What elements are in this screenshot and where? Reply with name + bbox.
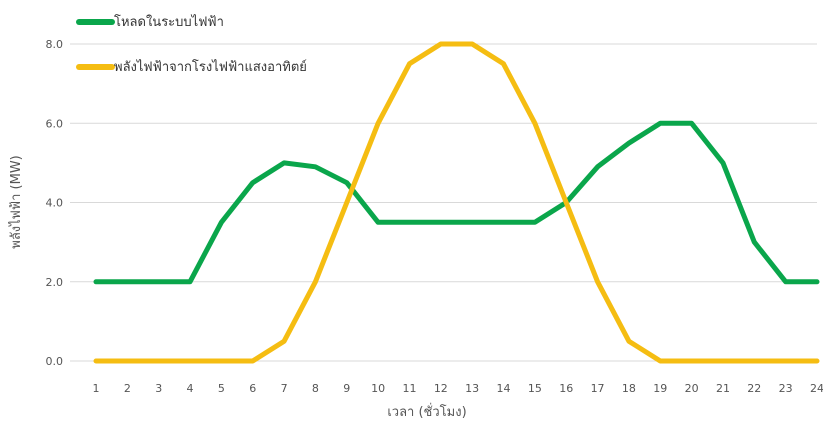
x-tick-label: 17 bbox=[591, 382, 605, 395]
x-tick-label: 1 bbox=[93, 382, 100, 395]
x-tick-label: 7 bbox=[281, 382, 288, 395]
legend-label-load: โหลดในระบบไฟฟ้า bbox=[114, 14, 224, 30]
x-tick-label: 21 bbox=[716, 382, 730, 395]
x-axis-ticks: 1 2 3 4 5 6 7 8 9 10 11 12 13 14 15 16 17 18 19 20 21 22 23 24 bbox=[93, 382, 823, 395]
legend-label-solar: พลังไฟฟ้าจากโรงไฟฟ้าแสงอาทิตย์ bbox=[114, 59, 307, 75]
x-tick-label: 9 bbox=[343, 382, 350, 395]
x-tick-label: 3 bbox=[155, 382, 162, 395]
y-tick-label: 2.0 bbox=[46, 276, 64, 289]
y-axis-ticks: 0.0 2.0 4.0 6.0 8.0 bbox=[46, 38, 64, 368]
legend-item-load: โหลดในระบบไฟฟ้า bbox=[76, 14, 224, 30]
y-axis-title: พลังไฟฟ้า (MW) bbox=[8, 155, 24, 248]
x-tick-label: 2 bbox=[124, 382, 131, 395]
series-line-load bbox=[93, 120, 820, 285]
series-lines bbox=[93, 41, 820, 364]
x-tick-label: 10 bbox=[371, 382, 385, 395]
x-tick-label: 23 bbox=[779, 382, 793, 395]
legend: โหลดในระบบไฟฟ้า พลังไฟฟ้าจากโรงไฟฟ้าแสงอ… bbox=[76, 14, 307, 75]
x-tick-label: 14 bbox=[497, 382, 511, 395]
x-tick-label: 5 bbox=[218, 382, 225, 395]
x-tick-label: 16 bbox=[559, 382, 573, 395]
x-tick-label: 6 bbox=[249, 382, 256, 395]
y-tick-label: 8.0 bbox=[46, 38, 64, 51]
x-tick-label: 18 bbox=[622, 382, 636, 395]
x-tick-label: 15 bbox=[528, 382, 542, 395]
y-tick-label: 6.0 bbox=[46, 117, 64, 130]
legend-item-solar: พลังไฟฟ้าจากโรงไฟฟ้าแสงอาทิตย์ bbox=[76, 59, 307, 75]
x-tick-label: 4 bbox=[187, 382, 194, 395]
y-tick-label: 4.0 bbox=[46, 197, 64, 210]
x-tick-label: 12 bbox=[434, 382, 448, 395]
x-tick-label: 19 bbox=[653, 382, 667, 395]
x-tick-label: 22 bbox=[747, 382, 761, 395]
x-tick-label: 8 bbox=[312, 382, 319, 395]
gridlines bbox=[70, 43, 817, 362]
x-tick-label: 20 bbox=[685, 382, 699, 395]
x-tick-label: 13 bbox=[465, 382, 479, 395]
series-line-solar bbox=[93, 41, 820, 364]
x-axis-title: เวลา (ชั่วโมง) bbox=[387, 403, 466, 420]
x-tick-label: 24 bbox=[810, 382, 823, 395]
x-tick-label: 11 bbox=[402, 382, 416, 395]
y-tick-label: 0.0 bbox=[46, 355, 64, 368]
